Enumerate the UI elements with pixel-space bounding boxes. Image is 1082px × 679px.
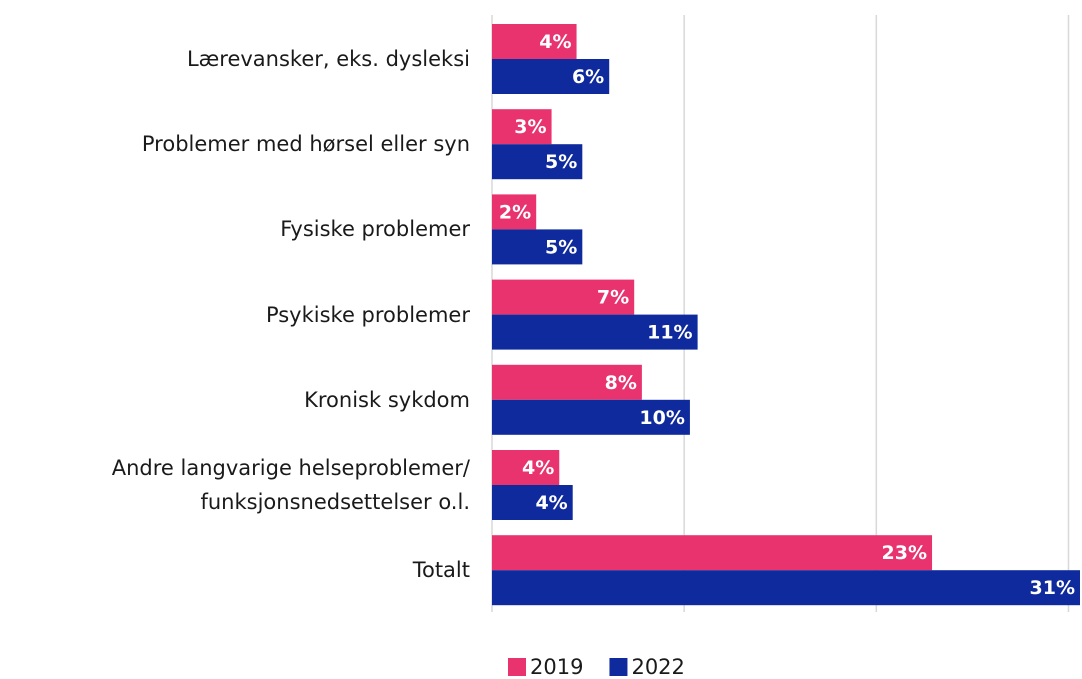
value-label: 4% <box>539 31 571 53</box>
bar <box>492 59 610 94</box>
legend-swatch <box>508 658 526 676</box>
value-label: 5% <box>545 151 577 173</box>
value-label: 23% <box>882 542 927 564</box>
value-label: 4% <box>522 457 554 479</box>
bar <box>492 485 573 520</box>
value-label: 3% <box>514 116 546 138</box>
bar <box>492 535 933 571</box>
category-label: Lærevansker, eks. dysleksi <box>0 19 470 99</box>
category-label: Fysiske problemer <box>0 189 470 269</box>
bar <box>492 364 642 400</box>
legend-label: 2022 <box>631 655 684 679</box>
category-text: Totalt <box>412 558 470 583</box>
category-label: Andre langvarige helseproblemer/ funksjo… <box>0 445 470 525</box>
category-text: Psykiske problemer <box>265 302 470 327</box>
category-label: Totalt <box>0 530 470 610</box>
category-text: Kronisk sykdom <box>304 387 470 412</box>
bar <box>492 229 583 265</box>
value-label: 7% <box>597 287 629 309</box>
value-label: 4% <box>535 492 567 514</box>
bar <box>492 194 537 230</box>
category-text: Andre langvarige helseproblemer/ funksjo… <box>111 456 470 514</box>
value-label: 2% <box>499 201 531 223</box>
category-text: Fysiske problemer <box>280 217 470 242</box>
legend-swatch <box>609 658 628 676</box>
value-label: 11% <box>647 322 692 344</box>
value-label: 10% <box>639 407 684 429</box>
category-text: Problemer med hørsel eller syn <box>141 132 470 157</box>
category-label: Psykiske problemer <box>0 275 470 355</box>
value-label: 8% <box>605 372 637 394</box>
bar <box>492 279 635 315</box>
bar <box>492 570 1080 606</box>
value-label: 31% <box>1030 577 1075 599</box>
value-label: 6% <box>572 66 604 88</box>
legend-label: 2019 <box>530 655 583 679</box>
bar <box>492 314 698 350</box>
category-label: Kronisk sykdom <box>0 360 470 440</box>
category-text: Lærevansker, eks. dysleksi <box>186 47 470 71</box>
bar <box>492 399 690 435</box>
category-label: Problemer med hørsel eller syn <box>0 104 470 184</box>
bar <box>492 24 577 59</box>
value-label: 5% <box>545 236 577 258</box>
bar <box>492 144 583 180</box>
bar <box>492 450 560 485</box>
bar <box>492 109 552 145</box>
